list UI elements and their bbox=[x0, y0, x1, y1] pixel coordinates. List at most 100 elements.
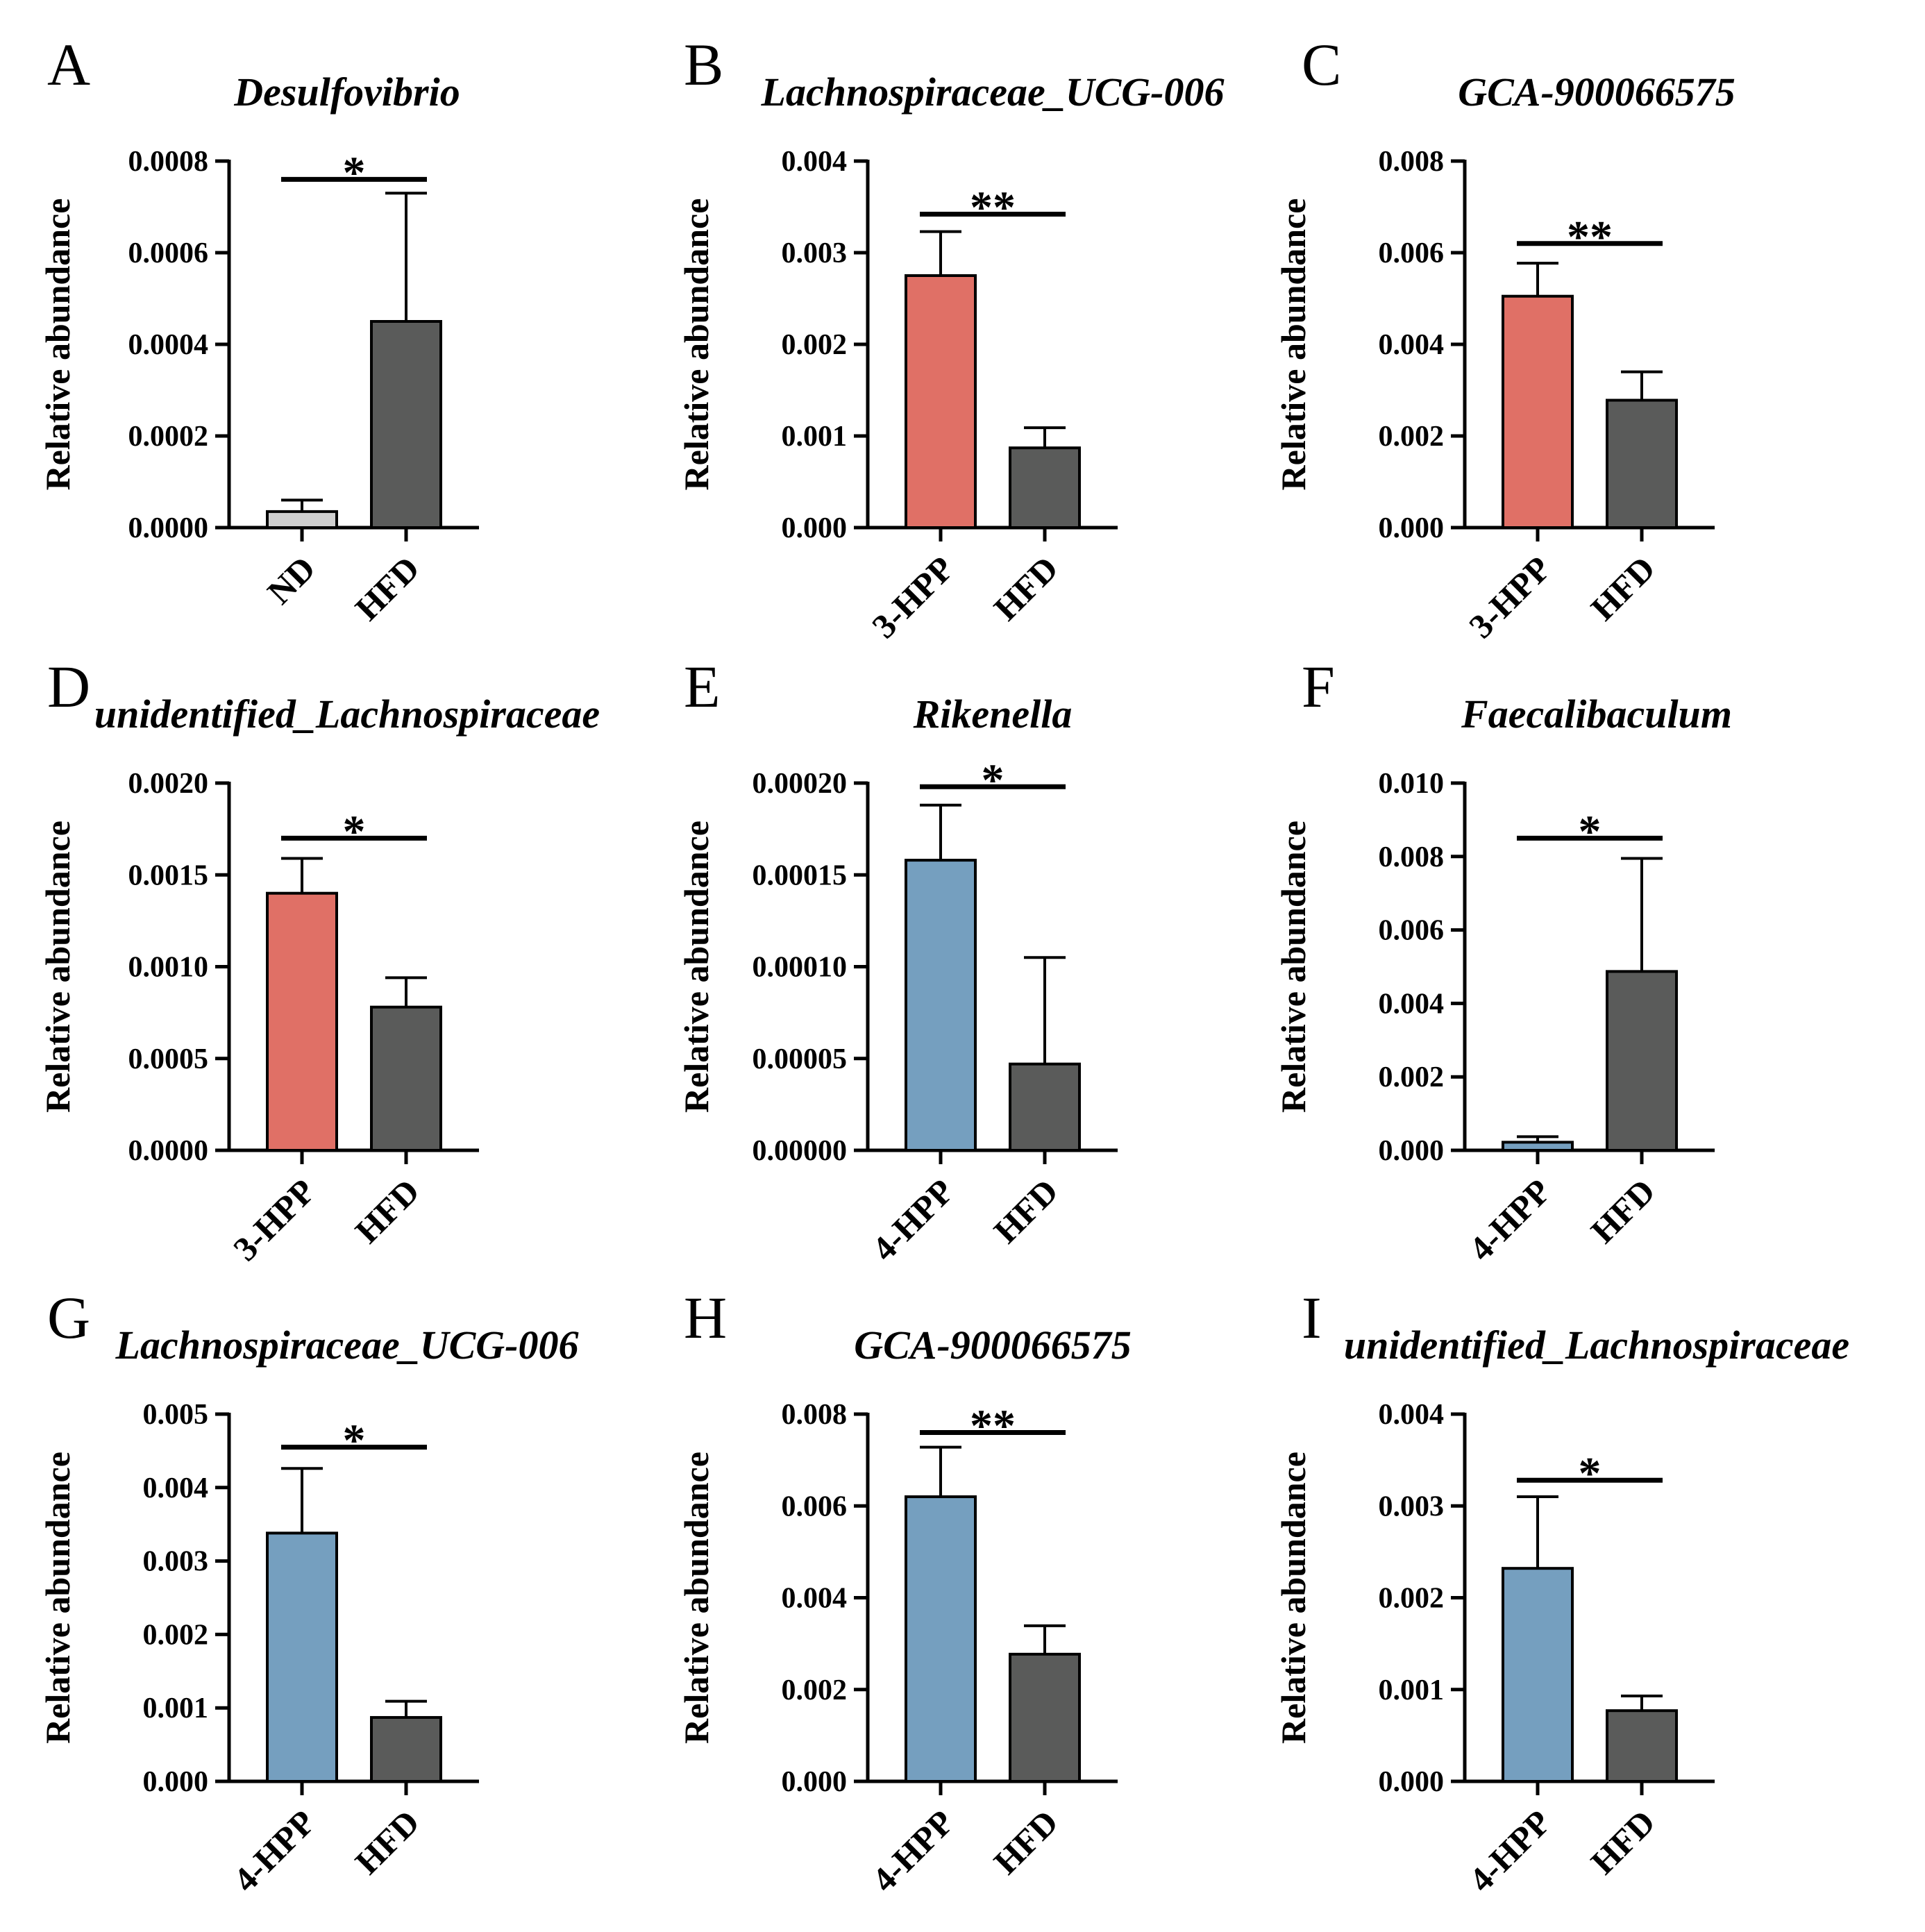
chart-panel-a: A Desulfovibrio 0.0000 0.0002 0.0004 0.0006 0.… bbox=[38, 31, 479, 628]
bar-4-hpp bbox=[1502, 1141, 1574, 1152]
bar-hfd bbox=[370, 320, 442, 529]
significance-marker: * bbox=[343, 1416, 366, 1466]
bar-3-hpp bbox=[266, 891, 338, 1152]
bar-hfd bbox=[370, 1715, 442, 1783]
y-axis-label: Relative abundance bbox=[1274, 1452, 1313, 1744]
y-tick-label: 0.000 bbox=[1379, 1135, 1445, 1167]
y-tick-label: 0.0004 bbox=[128, 329, 209, 361]
y-tick-label: 0.00000 bbox=[753, 1135, 848, 1167]
chart-title: GCA-900066575 bbox=[854, 1322, 1132, 1368]
bar-hfd bbox=[1606, 1709, 1678, 1783]
y-tick-label: 0.000 bbox=[782, 1766, 848, 1798]
category-label: 4-HPP bbox=[864, 1802, 961, 1899]
chart-title: Lachnospiraceae_UCG-006 bbox=[115, 1322, 579, 1368]
significance-marker: ** bbox=[970, 183, 1016, 233]
y-tick-label: 0.008 bbox=[1379, 146, 1445, 178]
category-label: 3-HPP bbox=[1461, 548, 1558, 646]
y-axis-label: Relative abundance bbox=[677, 821, 716, 1113]
y-tick-label: 0.0015 bbox=[128, 859, 209, 891]
significance-marker: * bbox=[343, 147, 366, 198]
chart-panel-c: C GCA-900066575 0.000 0.002 0.004 0.006 0.008 R… bbox=[1274, 31, 1735, 646]
significance-marker: * bbox=[1579, 1448, 1602, 1499]
category-label: HFD bbox=[1583, 1171, 1663, 1250]
y-axis-label: Relative abundance bbox=[677, 1452, 716, 1744]
chart-title: unidentified_Lachnospiraceae bbox=[94, 691, 600, 737]
y-tick-label: 0.003 bbox=[782, 237, 848, 269]
y-tick-label: 0.006 bbox=[782, 1490, 848, 1522]
category-label: 4-HPP bbox=[226, 1802, 323, 1899]
y-tick-label: 0.0020 bbox=[128, 768, 209, 800]
y-tick-label: 0.004 bbox=[1379, 329, 1445, 361]
chart-panel-g: G Lachnospiraceae_UCG-006 0.000 0.001 0.002 0… bbox=[38, 1284, 578, 1899]
panel-label: G bbox=[47, 1284, 90, 1351]
y-tick-label: 0.0000 bbox=[128, 1135, 209, 1167]
y-tick-label: 0.004 bbox=[782, 1583, 848, 1615]
y-tick-label: 0.000 bbox=[782, 512, 848, 544]
y-tick-label: 0.000 bbox=[1379, 1766, 1445, 1798]
y-axis-label: Relative abundance bbox=[1274, 199, 1313, 491]
y-tick-label: 0.002 bbox=[782, 1674, 848, 1706]
bar-4-hpp bbox=[905, 859, 977, 1152]
y-tick-label: 0.001 bbox=[143, 1692, 209, 1724]
panel-label: B bbox=[684, 31, 723, 98]
y-tick-label: 0.000 bbox=[143, 1766, 209, 1798]
chart-title: unidentified_Lachnospiraceae bbox=[1344, 1322, 1849, 1368]
y-tick-label: 0.006 bbox=[1379, 237, 1445, 269]
category-label: ND bbox=[260, 548, 323, 612]
chart-panel-b: B Lachnospiraceae_UCG-006 0.000 0.001 0.002 0… bbox=[677, 31, 1224, 646]
panel-label: F bbox=[1302, 653, 1335, 720]
chart-panel-h: H GCA-900066575 0.000 0.002 0.004 0.006 0.008 R… bbox=[677, 1284, 1132, 1899]
category-label: 4-HPP bbox=[864, 1171, 961, 1268]
y-axis-label: Relative abundance bbox=[38, 1452, 77, 1744]
y-tick-label: 0.0005 bbox=[128, 1043, 209, 1075]
bar-hfd bbox=[370, 1005, 442, 1152]
category-label: HFD bbox=[348, 548, 427, 628]
y-tick-label: 0.004 bbox=[1379, 1399, 1445, 1431]
y-tick-label: 0.003 bbox=[1379, 1490, 1445, 1522]
chart-title: Desulfovibrio bbox=[233, 69, 460, 115]
y-axis-label: Relative abundance bbox=[38, 821, 77, 1113]
y-tick-label: 0.006 bbox=[1379, 915, 1445, 947]
chart-title: Rikenella bbox=[913, 691, 1073, 737]
chart-title: Faecalibaculum bbox=[1461, 691, 1732, 737]
category-label: HFD bbox=[986, 548, 1066, 628]
bar-hfd bbox=[1009, 1652, 1081, 1783]
y-tick-label: 0.008 bbox=[1379, 841, 1445, 873]
y-tick-label: 0.003 bbox=[143, 1546, 209, 1578]
panel-label: C bbox=[1302, 31, 1341, 98]
bar-hfd bbox=[1009, 446, 1081, 529]
y-axis-label: Relative abundance bbox=[1274, 821, 1313, 1113]
bar-hfd bbox=[1606, 398, 1678, 530]
bar-4-hpp bbox=[266, 1531, 338, 1783]
y-tick-label: 0.0006 bbox=[128, 237, 209, 269]
bar-4-hpp bbox=[1502, 1567, 1574, 1783]
panel-label: I bbox=[1302, 1284, 1322, 1351]
y-tick-label: 0.002 bbox=[1379, 1583, 1445, 1615]
significance-marker: * bbox=[1579, 806, 1602, 857]
significance-marker: ** bbox=[1567, 212, 1613, 262]
y-tick-label: 0.0010 bbox=[128, 952, 209, 984]
category-label: HFD bbox=[1583, 1802, 1663, 1881]
y-axis-label: Relative abundance bbox=[38, 199, 77, 491]
category-label: HFD bbox=[986, 1171, 1066, 1250]
y-tick-label: 0.00010 bbox=[753, 952, 848, 984]
chart-title: Lachnospiraceae_UCG-006 bbox=[761, 69, 1225, 115]
y-tick-label: 0.002 bbox=[1379, 1061, 1445, 1093]
panel-label: A bbox=[47, 31, 90, 98]
chart-panel-e: E Rikenella 0.00000 0.00005 0.00010 0.00015 0.… bbox=[677, 653, 1118, 1268]
significance-marker: * bbox=[982, 755, 1004, 805]
bar-hfd bbox=[1606, 970, 1678, 1152]
y-tick-label: 0.0008 bbox=[128, 146, 209, 178]
chart-title: GCA-900066575 bbox=[1458, 69, 1735, 115]
bar-hfd bbox=[1009, 1062, 1081, 1152]
y-tick-label: 0.004 bbox=[1379, 988, 1445, 1020]
y-tick-label: 0.0000 bbox=[128, 512, 209, 544]
bar-4-hpp bbox=[905, 1495, 977, 1783]
category-label: HFD bbox=[986, 1802, 1066, 1881]
y-tick-label: 0.001 bbox=[1379, 1674, 1445, 1706]
category-label: 3-HPP bbox=[226, 1171, 323, 1268]
y-tick-label: 0.005 bbox=[143, 1399, 209, 1431]
